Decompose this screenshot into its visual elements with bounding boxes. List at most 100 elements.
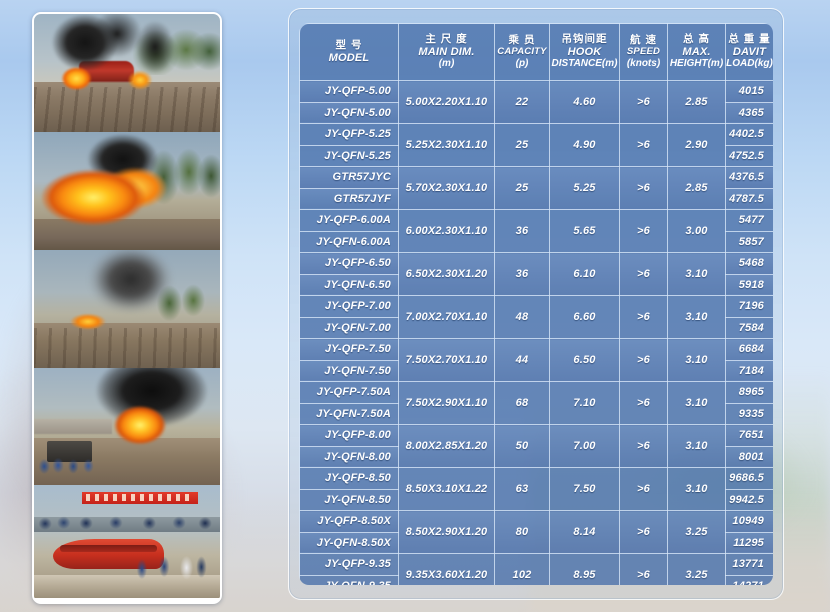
cell-hook-distance: 6.60 — [549, 295, 620, 339]
cell-max-height: 3.25 — [667, 510, 726, 554]
cell-max-height: 2.85 — [667, 166, 726, 210]
cell-davit-load: 14271 — [725, 574, 773, 585]
col-header-model-cn: 型 号 — [335, 38, 363, 51]
cell-speed: >6 — [619, 467, 668, 511]
cell-capacity: 50 — [494, 424, 550, 468]
cell-model: JY-QFP-9.35 — [299, 553, 399, 576]
table-row: JY-QFP-5.00 5.00X2.20X1.10 22 4.60 >6 2.85 401… — [299, 80, 773, 124]
photo3-ground-debris — [34, 327, 220, 368]
cell-main-dim: 7.00X2.70X1.10 — [398, 295, 495, 339]
cell-model: JY-QFN-9.35 — [299, 574, 399, 585]
photo5-banner-text — [86, 494, 194, 501]
cell-model: JY-QFP-5.25 — [299, 123, 399, 146]
table-row: JY-QFN-8.50X 11295 — [299, 531, 773, 554]
cell-capacity: 25 — [494, 166, 550, 210]
photo1-flame-left — [56, 63, 98, 90]
cell-davit-load: 11295 — [725, 531, 773, 554]
cell-davit-load: 4402.5 — [725, 123, 773, 146]
cell-model: JY-QFN-6.00A — [299, 230, 399, 253]
cell-davit-load: 5468 — [725, 252, 773, 275]
table-row: JY-QFN-7.00 7584 — [299, 316, 773, 339]
cell-model: JY-QFN-7.50A — [299, 402, 399, 425]
cell-model: JY-QFP-8.50X — [299, 510, 399, 533]
col-header-main-dim-en: MAIN DIM. — [418, 46, 475, 59]
cell-model: JY-QFN-6.50 — [299, 273, 399, 296]
cell-model: JY-QFP-7.50A — [299, 381, 399, 404]
cell-capacity: 63 — [494, 467, 550, 511]
table-row: JY-QFP-7.50 7.50X2.70X1.10 44 6.50 >6 3.10 668… — [299, 338, 773, 382]
cell-main-dim: 5.00X2.20X1.10 — [398, 80, 495, 124]
cell-davit-load: 6684 — [725, 338, 773, 361]
cell-max-height: 2.90 — [667, 123, 726, 167]
cell-davit-load: 7584 — [725, 316, 773, 339]
cell-model: JY-QFP-7.50 — [299, 338, 399, 361]
photo4-workers — [37, 452, 101, 476]
table-row: JY-QFN-8.00 8001 — [299, 445, 773, 468]
col-header-main-dim-unit: (m) — [438, 58, 455, 70]
table-row: JY-QFN-9.35 14271 — [299, 574, 773, 585]
col-header-capacity-cn: 乘 员 — [508, 34, 536, 47]
cell-max-height: 3.10 — [667, 381, 726, 425]
cell-davit-load: 8001 — [725, 445, 773, 468]
cell-hook-distance: 5.65 — [549, 209, 620, 253]
col-header-capacity: 乘 员 CAPACITY (p) — [494, 23, 550, 81]
col-header-hook-distance: 吊钩间距 HOOK DISTANCE(m) — [549, 23, 620, 81]
table-row: JY-QFP-7.00 7.00X2.70X1.10 48 6.60 >6 3.10 719… — [299, 295, 773, 339]
table-header: 型 号 MODEL 主 尺 度 MAIN DIM. (m) 乘 员 CAPACI… — [299, 23, 773, 81]
col-header-load-unit: LOAD(kg) — [726, 58, 773, 70]
cell-davit-load: 13771 — [725, 553, 773, 576]
cell-model: JY-QFP-5.00 — [299, 80, 399, 103]
cell-model: JY-QFN-8.00 — [299, 445, 399, 468]
cell-speed: >6 — [619, 123, 668, 167]
table-row: GTR57JYF 4787.5 — [299, 187, 773, 210]
cell-capacity: 36 — [494, 252, 550, 296]
cell-capacity: 68 — [494, 381, 550, 425]
cell-model: JY-QFP-6.50 — [299, 252, 399, 275]
col-header-hook-cn: 吊钩间距 — [561, 33, 608, 46]
cell-capacity: 102 — [494, 553, 550, 585]
cell-main-dim: 7.50X2.90X1.10 — [398, 381, 495, 425]
cell-model: JY-QFP-8.00 — [299, 424, 399, 447]
cell-capacity: 36 — [494, 209, 550, 253]
cell-speed: >6 — [619, 424, 668, 468]
photo4-fireball — [108, 400, 172, 446]
cell-main-dim: 6.50X2.30X1.20 — [398, 252, 495, 296]
cell-davit-load: 10949 — [725, 510, 773, 533]
table-row: JY-QFP-8.50 8.50X3.10X1.22 63 7.50 >6 3.10 968… — [299, 467, 773, 511]
photo-fireball-with-workers — [34, 368, 220, 485]
cell-model: JY-QFP-7.00 — [299, 295, 399, 318]
cell-capacity: 44 — [494, 338, 550, 382]
cell-main-dim: 8.50X2.90X1.20 — [398, 510, 495, 554]
header-row: 型 号 MODEL 主 尺 度 MAIN DIM. (m) 乘 员 CAPACI… — [299, 23, 773, 81]
cell-davit-load: 4752.5 — [725, 144, 773, 167]
cell-model: JY-QFN-5.00 — [299, 101, 399, 124]
spec-table-wrapper: 型 号 MODEL 主 尺 度 MAIN DIM. (m) 乘 员 CAPACI… — [299, 23, 773, 585]
cell-hook-distance: 7.50 — [549, 467, 620, 511]
col-header-model: 型 号 MODEL — [299, 23, 399, 81]
photo5-personnel — [34, 548, 220, 583]
cell-max-height: 2.85 — [667, 80, 726, 124]
cell-hook-distance: 8.95 — [549, 553, 620, 585]
cell-main-dim: 7.50X2.70X1.10 — [398, 338, 495, 382]
cell-speed: >6 — [619, 80, 668, 124]
cell-max-height: 3.10 — [667, 295, 726, 339]
cell-davit-load: 4376.5 — [725, 166, 773, 189]
cell-main-dim: 8.00X2.85X1.20 — [398, 424, 495, 468]
photo1-ground — [34, 82, 220, 132]
cell-model: JY-QFN-5.25 — [299, 144, 399, 167]
photo1-black-smoke-secondary — [127, 16, 183, 78]
col-header-height-cn: 总 高 — [683, 33, 710, 46]
cell-model: JY-QFP-8.50 — [299, 467, 399, 490]
col-header-hook-en: HOOK — [567, 46, 602, 59]
cell-main-dim: 6.00X2.30X1.10 — [398, 209, 495, 253]
col-header-height-unit: HEIGHT(m) — [669, 58, 724, 70]
cell-model: JY-QFN-7.00 — [299, 316, 399, 339]
cell-davit-load: 4365 — [725, 101, 773, 124]
cell-max-height: 3.10 — [667, 424, 726, 468]
cell-capacity: 80 — [494, 510, 550, 554]
col-header-main-dim: 主 尺 度 MAIN DIM. (m) — [398, 23, 495, 81]
cell-davit-load: 9686.5 — [725, 467, 773, 490]
cell-max-height: 3.10 — [667, 252, 726, 296]
cell-model: JY-QFN-7.50 — [299, 359, 399, 382]
table-row: JY-QFP-6.00A 6.00X2.30X1.10 36 5.65 >6 3.00 54… — [299, 209, 773, 253]
